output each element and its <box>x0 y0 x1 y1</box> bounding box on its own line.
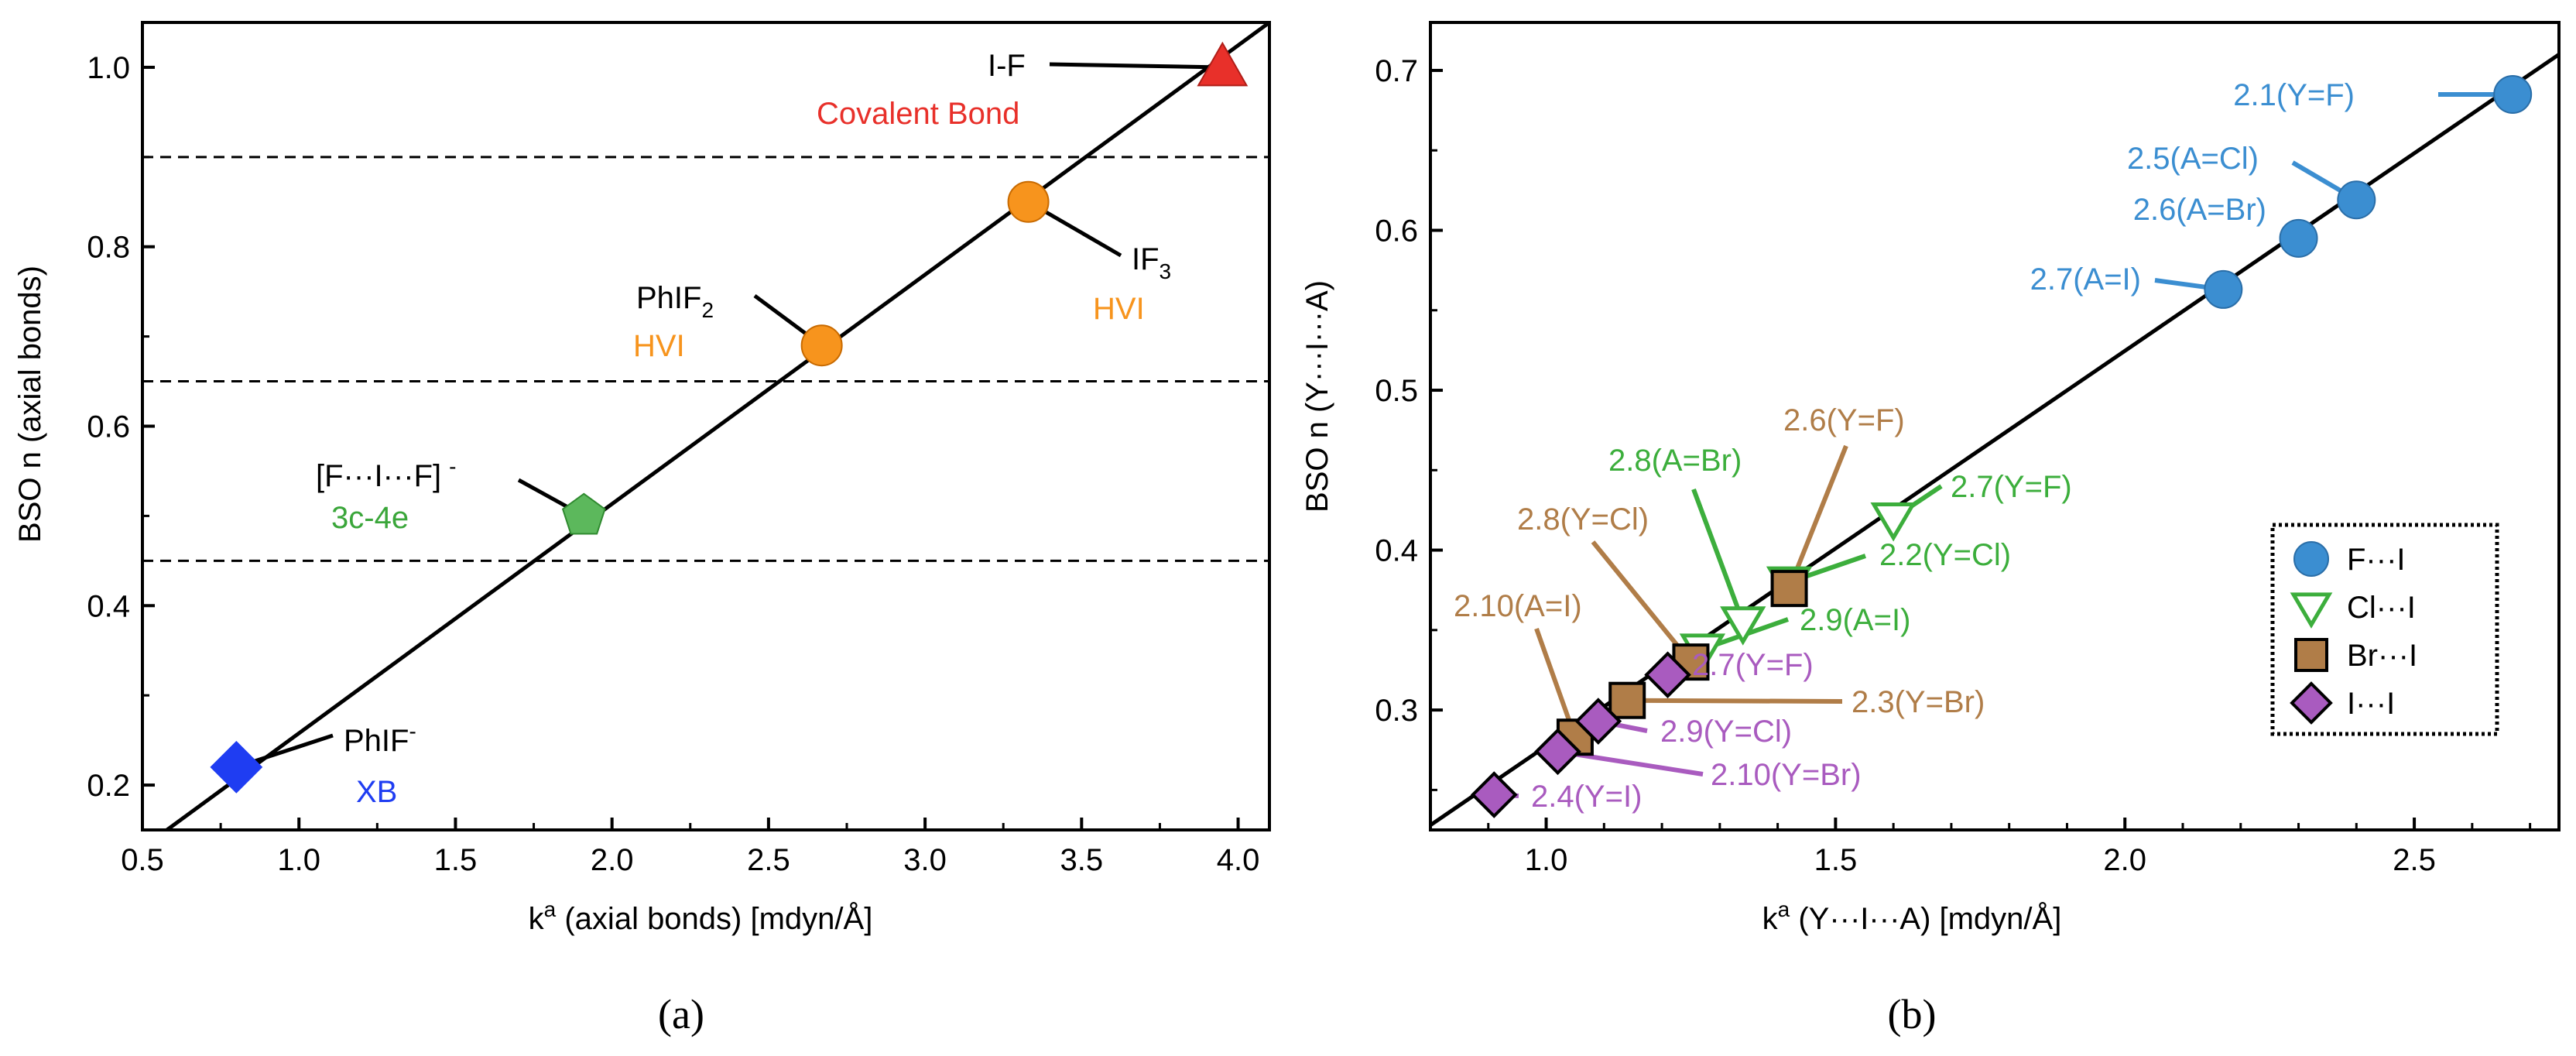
legend-marker-cl-i <box>2290 592 2333 629</box>
y-axis-label: BSO n (axial bonds) <box>13 266 47 543</box>
legend: F···I Cl···I Br···I I···I <box>2270 523 2499 736</box>
panel-b: 2.1(Y=F) 2.5(A=Cl) 2.6(A=Br) 2.7(A=I) 2.7(Y=… <box>1300 21 2561 1037</box>
point-label-i-i-2-10-y-br: 2.10(Y=Br) <box>1711 758 1862 792</box>
point-label-br-i-2-8-y-cl: 2.8(Y=Cl) <box>1517 502 1649 537</box>
point-label-br-i-2-3-y-br: 2.3(Y=Br) <box>1852 685 1985 719</box>
legend-label-f-i: F···I <box>2347 543 2406 577</box>
x-tick-label: 3.5 <box>1060 843 1104 877</box>
panel-a: PhIF- XB [F···I···F] - 3c-4e PhIF2 HVI IF… <box>13 20 1271 1037</box>
x-axis-label: ka (Y···I···A) [mdyn/Å] <box>1762 897 2062 936</box>
x-tick-label: 1.5 <box>1814 843 1858 877</box>
point-label-f-i-2-7-a-i: 2.7(A=I) <box>2030 262 2141 297</box>
x-tick-label: 1.0 <box>1525 843 1568 877</box>
point-label-f-i-2-5-a-cl: 2.5(A=Cl) <box>2127 142 2259 176</box>
x-tick-label: 2.0 <box>2103 843 2146 877</box>
point-label-i-i-2-7-y-f: 2.7(Y=F) <box>1692 648 1814 682</box>
data-point-i-i-2-10-y-br <box>1534 728 1581 776</box>
leader-line <box>1049 62 1223 70</box>
category-label-3c4e: 3c-4e <box>331 501 409 535</box>
data-point-f-i-2-5-a-cl <box>2337 180 2376 220</box>
point-label-f-i-2-6-a-br: 2.6(A=Br) <box>2133 193 2266 227</box>
point-label-cl-i-2-9-a-i: 2.9(A=I) <box>1800 603 1910 637</box>
data-point-f-i-2-7-a-i <box>2204 269 2243 309</box>
point-label-fif: [F···I···F] - <box>316 454 456 493</box>
data-point-phif2 <box>800 324 843 367</box>
point-label-phif: PhIF- <box>344 719 416 758</box>
data-point-cl-i-2-8-a-br <box>1720 606 1766 646</box>
data-point-i-i-2-9-y-cl <box>1574 698 1622 745</box>
legend-label-cl-i: Cl···I <box>2347 591 2416 625</box>
point-label-f-i-2-1-y-f: 2.1(Y=F) <box>2233 78 2355 112</box>
data-point-i-i-2-7-y-f <box>1644 651 1691 698</box>
category-label-hvi-2: HVI <box>1093 292 1145 326</box>
data-point-cl-i-2-7-y-f <box>1870 502 1917 542</box>
data-point-f-i-2-6-a-br <box>2279 218 2318 258</box>
legend-label-br-i: Br···I <box>2347 639 2417 673</box>
legend-marker-br-i <box>2294 638 2328 672</box>
plot-frame <box>1429 21 2561 831</box>
category-label-covalent: Covalent Bond <box>817 97 1019 131</box>
panel-label-b: (b) <box>1888 991 1937 1037</box>
leader-line <box>1691 488 1745 623</box>
y-tick-label: 0.5 <box>1375 374 1418 408</box>
y-tick-label: 0.2 <box>87 769 130 803</box>
point-label-cl-i-2-7-y-f: 2.7(Y=F) <box>1951 470 2072 504</box>
data-point-br-i-2-8-y-cl <box>1672 643 1710 681</box>
leader-line <box>1591 540 1693 664</box>
x-tick-label: 2.0 <box>591 843 634 877</box>
y-tick-label: 0.8 <box>87 231 130 265</box>
point-label-cl-i-2-8-a-br: 2.8(A=Br) <box>1608 444 1742 478</box>
point-label-i-i-2-4-y-i: 2.4(Y=I) <box>1531 780 1642 814</box>
x-tick-label: 4.0 <box>1217 843 1260 877</box>
point-label-i-i-2-9-y-cl: 2.9(Y=Cl) <box>1660 715 1792 749</box>
plot-frame <box>141 21 1271 831</box>
point-label-if: I-F <box>988 49 1026 83</box>
legend-marker-f-i <box>2293 541 2329 577</box>
point-label-if3: IF3 <box>1132 242 1171 283</box>
x-tick-label: 1.5 <box>434 843 478 877</box>
y-tick-label: 0.7 <box>1375 54 1418 88</box>
y-tick-label: 0.6 <box>87 410 130 444</box>
data-point-if3 <box>1007 180 1050 223</box>
data-point-i-i-2-4-y-i <box>1470 771 1518 818</box>
data-point-i-f <box>1197 41 1249 87</box>
x-tick-label: 0.5 <box>121 843 164 877</box>
category-label-xb: XB <box>356 775 397 809</box>
y-tick-label: 0.6 <box>1375 214 1418 248</box>
data-point-br-i-2-3-y-br <box>1608 681 1646 719</box>
data-point-f-i-2-1-y-f <box>2493 74 2533 114</box>
x-tick-label: 3.0 <box>903 843 947 877</box>
fit-line <box>166 20 1271 832</box>
legend-label-i-i: I···I <box>2347 687 2395 721</box>
point-label-phif2: PhIF2 <box>636 281 714 322</box>
x-tick-label: 2.5 <box>2393 843 2436 877</box>
y-axis-label: BSO n (Y···I···A) <box>1300 280 1334 513</box>
y-tick-label: 0.4 <box>87 589 130 623</box>
legend-marker-i-i <box>2290 681 2333 725</box>
data-point-f-i-f <box>561 492 606 535</box>
y-tick-label: 0.4 <box>1375 534 1418 568</box>
point-label-br-i-2-6-y-f: 2.6(Y=F) <box>1783 403 1905 437</box>
point-label-br-i-2-10-a-i: 2.10(A=I) <box>1454 589 1582 623</box>
data-point-phif <box>210 740 263 794</box>
x-axis-label: ka (axial bonds) [mdyn/Å] <box>529 897 873 936</box>
x-tick-label: 2.5 <box>747 843 790 877</box>
x-tick-label: 1.0 <box>277 843 320 877</box>
y-tick-label: 1.0 <box>87 51 130 85</box>
panel-label-a: (a) <box>658 991 704 1037</box>
data-point-br-i-2-6-y-f <box>1770 570 1808 608</box>
point-label-cl-i-2-2-y-cl: 2.2(Y=Cl) <box>1879 538 2011 572</box>
leader-line <box>1786 444 1848 590</box>
y-tick-label: 0.3 <box>1375 694 1418 728</box>
category-label-hvi-1: HVI <box>633 329 685 363</box>
